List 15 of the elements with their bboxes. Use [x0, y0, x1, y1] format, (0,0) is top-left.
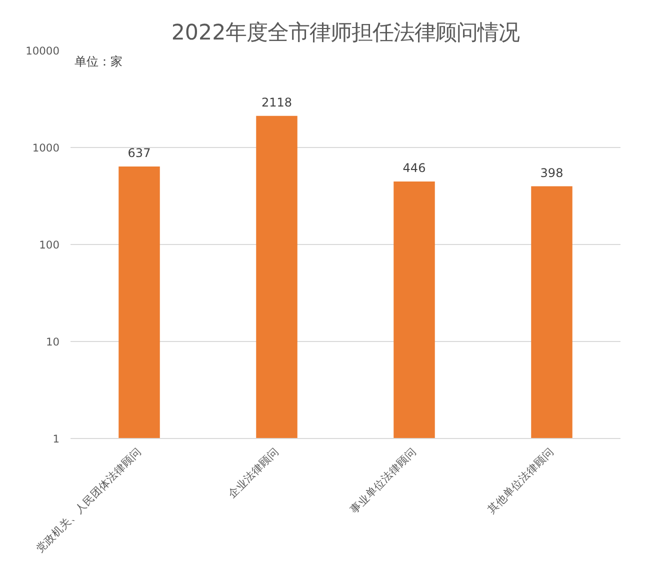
x-tick-label: 事业单位法律顾问	[347, 444, 419, 516]
x-tick-label: 企业法律顾问	[225, 444, 282, 501]
y-tick-label: 100	[39, 238, 60, 252]
data-label: 637	[128, 146, 151, 160]
x-tick-label: 其他单位法律顾问	[484, 444, 556, 516]
data-label: 2118	[261, 95, 292, 110]
y-axis-title: 单位：家	[74, 54, 122, 68]
y-tick-label: 1000	[32, 142, 60, 154]
chart-title: 2022年度全市律师担任法律顾问情况	[171, 20, 520, 46]
y-tick-label: 1	[52, 432, 60, 446]
y-tick-label: 10000	[26, 44, 60, 58]
data-label: 398	[540, 166, 564, 180]
y-tick-label: 10	[46, 336, 60, 348]
data-label: 446	[402, 161, 426, 176]
x-tick-label: 党政机关、人民团体法律顾问	[34, 444, 144, 556]
